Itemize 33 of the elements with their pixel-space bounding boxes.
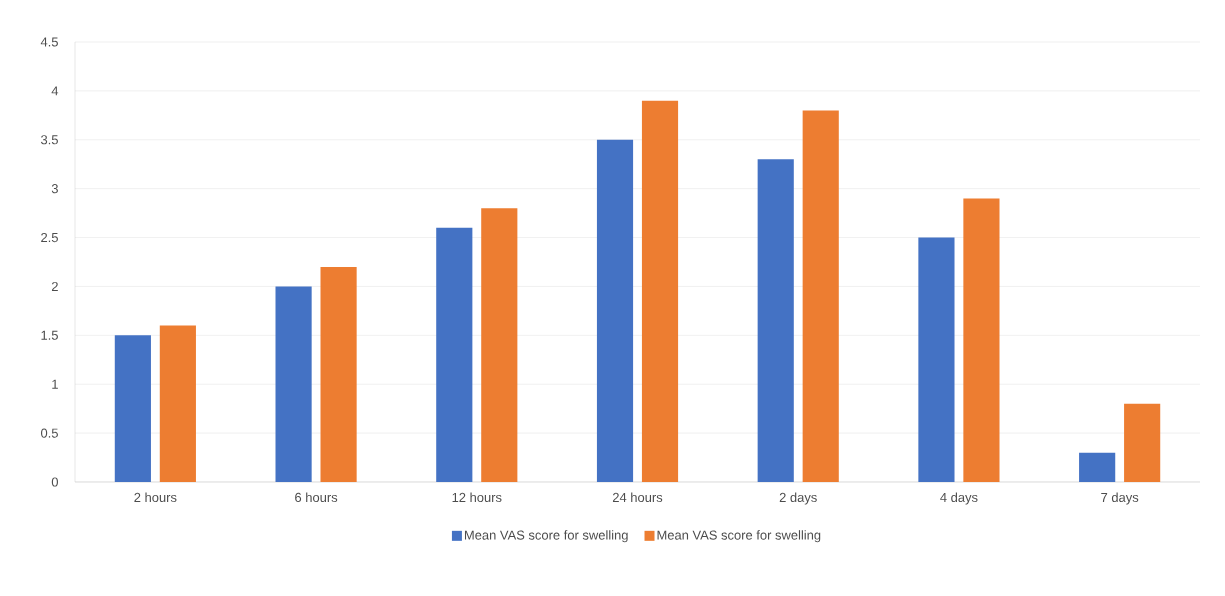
bar (596, 139, 634, 482)
x-tick-label: 6 hours (295, 492, 338, 503)
x-tick-label: 7 days (1101, 492, 1139, 505)
bar (114, 335, 151, 482)
y-tick-label: 0 (51, 477, 58, 487)
y-tick-label: 4.5 (40, 37, 58, 47)
y-tick-label: 2.5 (41, 232, 58, 243)
y-tick-label: 3 (51, 184, 58, 194)
bar (641, 100, 679, 482)
y-tick-label: 3.5 (40, 135, 58, 145)
x-tick-label: 24 hours (612, 492, 663, 503)
x-tick-label: 2 days (779, 492, 817, 505)
bar (320, 266, 357, 482)
bar (481, 208, 518, 482)
y-tick-label: 0.5 (40, 428, 58, 438)
y-tick-label: 1 (52, 379, 58, 389)
y-tick-label: 4 (51, 86, 59, 96)
y-tick-label: 2 (51, 281, 58, 291)
x-tick-label: 12 hours (452, 492, 502, 503)
bar (963, 198, 1000, 482)
bar (436, 227, 473, 482)
bar (802, 110, 839, 482)
legend-label: Mean VAS score for swelling (657, 530, 821, 543)
bar (1124, 403, 1161, 482)
bar (159, 325, 196, 482)
bar (918, 237, 955, 482)
legend-label: Mean VAS score for swelling (464, 530, 628, 543)
y-tick-label: 1.5 (41, 330, 58, 340)
bar (275, 286, 312, 482)
x-tick-label: 2 hours (134, 492, 177, 503)
bar (757, 159, 794, 482)
x-tick-label: 4 days (940, 492, 978, 505)
bar (1079, 452, 1116, 482)
